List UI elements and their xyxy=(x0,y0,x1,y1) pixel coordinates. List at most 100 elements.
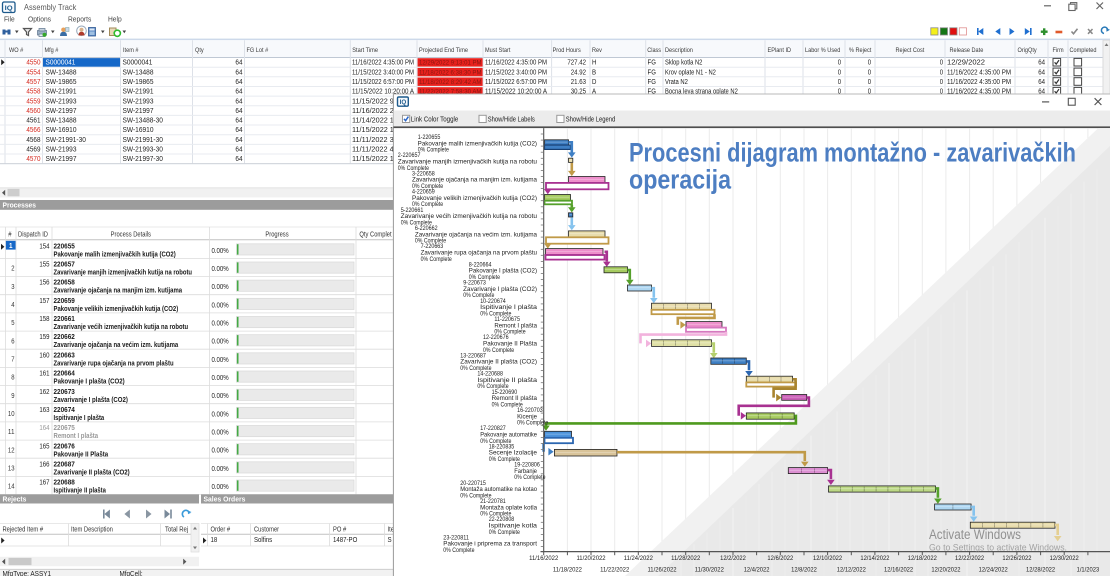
svg-text:Kicenje: Kicenje xyxy=(517,413,537,420)
svg-text:4554: 4554 xyxy=(26,69,40,76)
svg-text:D: D xyxy=(592,79,596,86)
svg-text:11/22/2022: 11/22/2022 xyxy=(600,566,629,573)
svg-text:Zavarivanje ojačanja na većim: Zavarivanje ojačanja na većim izm. kutij… xyxy=(54,342,179,349)
svg-text:727.42: 727.42 xyxy=(567,60,586,67)
svg-text:Help: Help xyxy=(108,14,122,23)
svg-text:Firm: Firm xyxy=(1053,47,1064,54)
svg-text:Zavarivanje I plašta (CO2): Zavarivanje I plašta (CO2) xyxy=(463,286,537,293)
svg-text:12/24/2022: 12/24/2022 xyxy=(979,566,1008,573)
svg-text:4560: 4560 xyxy=(26,108,40,115)
svg-text:#: # xyxy=(8,232,11,239)
svg-text:64: 64 xyxy=(235,60,242,67)
svg-text:SW-13488: SW-13488 xyxy=(46,118,77,125)
svg-text:0: 0 xyxy=(868,89,871,96)
svg-text:Activate Windows: Activate Windows xyxy=(929,527,1021,542)
svg-text:11/15/2022 10:20:00 A: 11/15/2022 10:20:00 A xyxy=(352,89,414,96)
svg-text:0: 0 xyxy=(838,79,841,86)
svg-text:220658: 220658 xyxy=(54,280,75,287)
svg-text:0.00%: 0.00% xyxy=(212,411,229,418)
svg-text:Krov oplate N1 - N2: Krov oplate N1 - N2 xyxy=(665,69,716,76)
svg-text:11/26/2022: 11/26/2022 xyxy=(647,566,676,573)
svg-text:13: 13 xyxy=(8,466,15,473)
svg-text:12/14/2022: 12/14/2022 xyxy=(860,555,889,562)
svg-text:SW-13488: SW-13488 xyxy=(46,69,77,76)
svg-text:Ispitivanje II plašta: Ispitivanje II plašta xyxy=(54,488,107,495)
svg-text:Pakovanje II Plašta: Pakovanje II Plašta xyxy=(54,451,109,458)
svg-text:Sklop kotla N2: Sklop kotla N2 xyxy=(665,60,703,67)
svg-text:64: 64 xyxy=(235,98,242,105)
svg-text:0% Complete: 0% Complete xyxy=(443,547,475,554)
svg-text:Pakovanje II Plašta: Pakovanje II Plašta xyxy=(483,341,538,348)
svg-text:157: 157 xyxy=(39,298,49,305)
svg-text:11/18/2022 6:38:30 PM: 11/18/2022 6:38:30 PM xyxy=(419,69,482,76)
svg-text:EPlant ID: EPlant ID xyxy=(768,47,792,54)
svg-text:operacija: operacija xyxy=(629,164,731,194)
svg-text:1/1/2023: 1/1/2023 xyxy=(1077,566,1100,573)
svg-text:Go to Settings to activate Win: Go to Settings to activate Windows. xyxy=(929,543,1067,554)
svg-text:Show/Hide Labels: Show/Hide Labels xyxy=(488,115,535,124)
svg-text:11/16/2022 4:35:00 PM: 11/16/2022 4:35:00 PM xyxy=(947,89,1011,96)
svg-text:0: 0 xyxy=(868,69,871,76)
svg-text:161: 161 xyxy=(39,371,49,378)
svg-text:11/16/2022 4:35:00 PM: 11/16/2022 4:35:00 PM xyxy=(352,60,414,67)
svg-text:0: 0 xyxy=(868,79,871,86)
svg-text:2-220657: 2-220657 xyxy=(398,152,421,159)
svg-text:8-220664: 8-220664 xyxy=(469,261,492,268)
svg-text:11/15/2022 6:57:00 PM: 11/15/2022 6:57:00 PM xyxy=(352,79,414,86)
svg-text:2: 2 xyxy=(11,266,14,273)
svg-text:0: 0 xyxy=(838,89,841,96)
svg-text:Zavarivanje ojačanja na većim: Zavarivanje ojačanja na većim izm. kutij… xyxy=(415,231,538,238)
svg-text:FG Lot #: FG Lot # xyxy=(247,47,269,54)
svg-text:159: 159 xyxy=(39,334,49,341)
svg-text:Item #: Item # xyxy=(123,47,139,54)
svg-text:Reject Cost: Reject Cost xyxy=(896,47,925,54)
svg-text:Start Time: Start Time xyxy=(352,47,378,54)
svg-text:Total Rej: Total Rej xyxy=(165,527,189,534)
svg-text:Dispatch ID: Dispatch ID xyxy=(18,232,48,239)
svg-text:FG: FG xyxy=(648,89,656,96)
svg-text:0.00%: 0.00% xyxy=(212,302,229,309)
svg-text:12-220676: 12-220676 xyxy=(483,334,509,341)
svg-text:5: 5 xyxy=(11,320,14,327)
svg-text:160: 160 xyxy=(39,352,49,359)
svg-text:0% Complete: 0% Complete xyxy=(421,256,453,263)
svg-text:64: 64 xyxy=(235,156,242,163)
svg-text:24.92: 24.92 xyxy=(571,69,586,76)
svg-text:Completed: Completed xyxy=(1070,47,1097,54)
svg-text:FG: FG xyxy=(648,79,656,86)
svg-text:Ispitivanje I plašta: Ispitivanje I plašta xyxy=(54,415,105,422)
svg-text:12/2/2022: 12/2/2022 xyxy=(720,555,746,562)
svg-text:64: 64 xyxy=(235,137,242,144)
svg-text:64: 64 xyxy=(1038,79,1045,86)
svg-text:Pakovanje velikih izmenjivački: Pakovanje velikih izmenjivačkih kutija (… xyxy=(54,306,179,313)
svg-text:FG: FG xyxy=(648,69,656,76)
svg-text:64: 64 xyxy=(235,108,242,115)
svg-text:18: 18 xyxy=(211,537,218,544)
svg-text:MfgCell:: MfgCell: xyxy=(120,569,143,576)
svg-text:0% Complete: 0% Complete xyxy=(489,529,521,536)
svg-text:Qty Complet: Qty Complet xyxy=(359,232,391,239)
svg-text:11/14/2022 1:10:00: 11/14/2022 1:10:00 xyxy=(352,118,414,125)
svg-text:220662: 220662 xyxy=(54,334,75,341)
svg-text:Vrata N2: Vrata N2 xyxy=(665,79,688,86)
svg-text:Description: Description xyxy=(665,47,693,54)
svg-text:23-220811: 23-220811 xyxy=(443,534,469,541)
svg-text:16-220703: 16-220703 xyxy=(517,407,543,414)
svg-text:11/15/2022 12:30:0: 11/15/2022 12:30:0 xyxy=(352,127,414,134)
svg-text:0: 0 xyxy=(940,60,943,67)
svg-text:220687: 220687 xyxy=(54,461,75,468)
svg-text:64: 64 xyxy=(235,127,242,134)
svg-text:11/24/2022: 11/24/2022 xyxy=(624,555,653,562)
svg-text:18-220835: 18-220835 xyxy=(489,443,515,450)
svg-text:H: H xyxy=(592,60,596,67)
svg-text:163: 163 xyxy=(39,407,49,414)
svg-text:SW-21993-30: SW-21993-30 xyxy=(123,147,164,154)
svg-text:64: 64 xyxy=(1038,60,1045,67)
svg-text:5-220661: 5-220661 xyxy=(401,207,424,214)
svg-text:11/16/2022: 11/16/2022 xyxy=(529,555,558,562)
svg-text:0.00%: 0.00% xyxy=(212,375,229,382)
svg-text:13-220687: 13-220687 xyxy=(460,352,486,359)
svg-text:Zavarivanje većih izmenjivački: Zavarivanje većih izmenjivačkih kutija n… xyxy=(401,213,537,220)
svg-text:Assembly Track: Assembly Track xyxy=(24,3,77,12)
svg-text:1: 1 xyxy=(9,243,13,250)
